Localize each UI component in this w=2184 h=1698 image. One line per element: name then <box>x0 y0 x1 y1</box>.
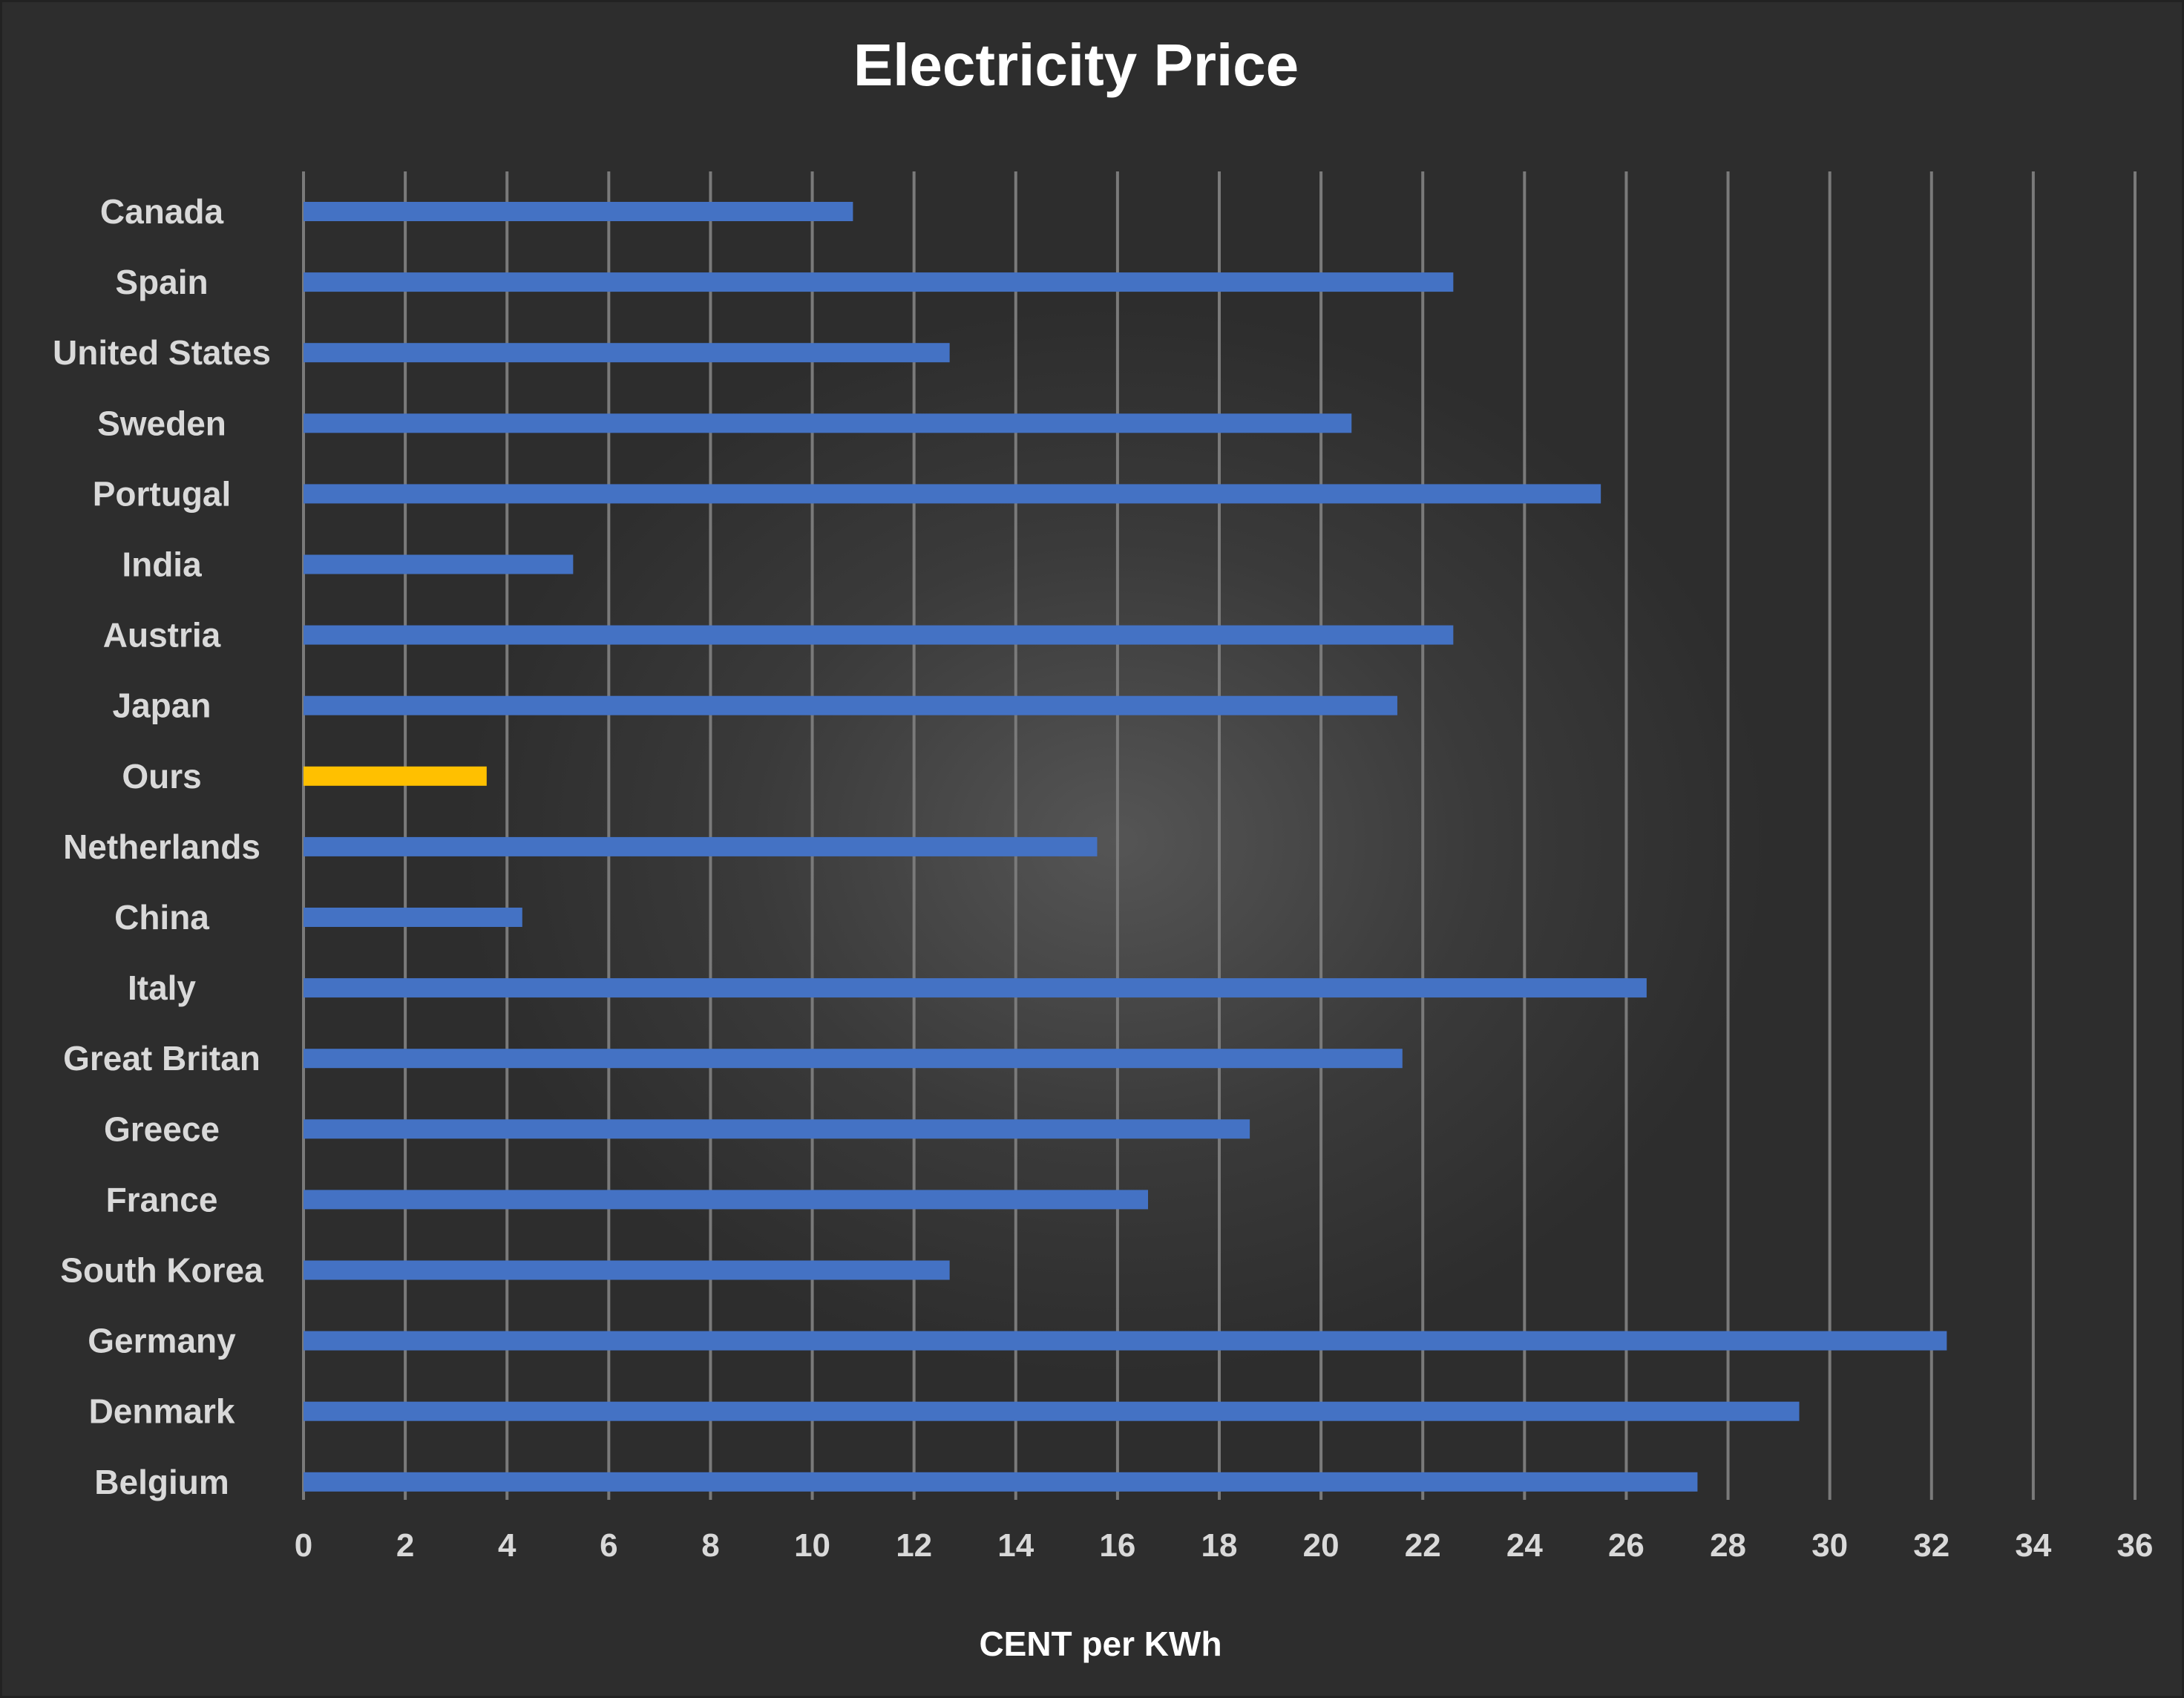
category-label: Denmark <box>89 1392 235 1431</box>
bar-spain <box>304 272 1453 292</box>
x-tick-label: 6 <box>600 1527 617 1564</box>
bar-canada <box>304 202 853 221</box>
bar-denmark <box>304 1402 1800 1421</box>
x-tick-label: 34 <box>2015 1527 2051 1564</box>
bar-south-korea <box>304 1261 950 1280</box>
bar-germany <box>304 1331 1947 1351</box>
x-tick-label: 30 <box>1811 1527 1848 1564</box>
category-labels: Canada Spain United States Sweden Portugal In… <box>53 192 271 1501</box>
bar-netherlands <box>304 837 1097 856</box>
x-tick-label: 12 <box>896 1527 932 1564</box>
bar-ours <box>304 767 487 786</box>
category-label: China <box>114 898 209 937</box>
category-label: India <box>122 545 202 584</box>
category-label: France <box>106 1180 218 1219</box>
category-label: Greece <box>104 1109 220 1148</box>
category-label: Germany <box>88 1322 236 1360</box>
bar-japan <box>304 696 1397 715</box>
category-label: Italy <box>128 968 196 1007</box>
x-tick-label: 26 <box>1608 1527 1644 1564</box>
x-tick-label: 16 <box>1099 1527 1135 1564</box>
chart-title: Electricity Price <box>853 32 1299 98</box>
bar-greece <box>304 1119 1250 1138</box>
category-label: Spain <box>115 263 208 301</box>
x-tick-label: 32 <box>1913 1527 1949 1564</box>
bar-portugal <box>304 484 1601 503</box>
category-label: Sweden <box>97 404 226 442</box>
x-tick-label: 18 <box>1201 1527 1238 1564</box>
x-tick-label: 28 <box>1710 1527 1746 1564</box>
category-label: Netherlands <box>63 827 260 866</box>
bars <box>304 202 1947 1492</box>
bar-china <box>304 908 522 927</box>
bar-austria <box>304 626 1453 645</box>
x-tick-label: 14 <box>997 1527 1034 1564</box>
bar-sweden <box>304 413 1351 433</box>
bar-italy <box>304 978 1647 997</box>
category-label: South Korea <box>60 1251 263 1290</box>
bar-belgium <box>304 1472 1697 1492</box>
category-label: Canada <box>100 192 224 231</box>
category-label: Portugal <box>93 474 232 513</box>
x-axis-title: CENT per KWh <box>979 1625 1221 1663</box>
x-tick-label: 8 <box>701 1527 719 1564</box>
x-tick-label: 0 <box>295 1527 312 1564</box>
x-tick-label: 2 <box>396 1527 414 1564</box>
bar-india <box>304 555 573 574</box>
x-tick-label: 36 <box>2117 1527 2154 1564</box>
x-tick-labels: 0 2 4 6 8 10 12 14 16 18 20 22 24 26 28 30 32 34 36 <box>295 1527 2154 1564</box>
x-tick-label: 4 <box>498 1527 517 1564</box>
bar-france <box>304 1190 1148 1209</box>
x-tick-label: 22 <box>1405 1527 1441 1564</box>
category-label: Japan <box>113 686 211 725</box>
category-label: Great Britan <box>63 1039 260 1078</box>
category-label: Ours <box>122 757 201 796</box>
x-tick-label: 24 <box>1506 1527 1543 1564</box>
category-label: United States <box>53 333 271 372</box>
gridlines <box>304 171 2135 1500</box>
x-tick-label: 20 <box>1303 1527 1339 1564</box>
bar-united-states <box>304 343 950 362</box>
category-label: Belgium <box>94 1463 229 1501</box>
bar-great-britan <box>304 1049 1403 1068</box>
x-tick-label: 10 <box>794 1527 830 1564</box>
category-label: Austria <box>103 616 221 655</box>
